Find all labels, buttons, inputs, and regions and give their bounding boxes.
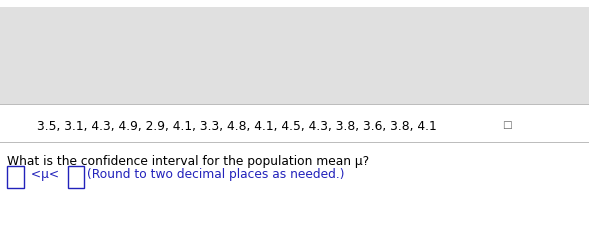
Text: □: □ [502,120,512,130]
Text: (Round to two decimal places as needed.): (Round to two decimal places as needed.) [87,168,345,181]
Text: confidence level. What does the confidence interval tell about the population of: confidence level. What does the confiden… [7,68,589,81]
Text: 3.5, 3.1, 4.3, 4.9, 2.9, 4.1, 3.3, 4.8, 4.1, 4.5, 4.3, 3.8, 3.6, 3.8, 4.1: 3.5, 3.1, 4.3, 4.9, 2.9, 4.1, 3.3, 4.8, … [37,120,436,133]
Text: ratings were obtained at one university in a state. Construct a confidence inter: ratings were obtained at one university … [7,42,589,55]
Text: <μ<: <μ< [27,168,62,181]
Text: in the state?: in the state? [7,94,84,107]
Text: Listed below are student evaluation ratings of courses, where a rating of 5 is f: Listed below are student evaluation rati… [7,16,589,29]
Text: What is the confidence interval for the population mean μ?: What is the confidence interval for the … [7,155,369,168]
